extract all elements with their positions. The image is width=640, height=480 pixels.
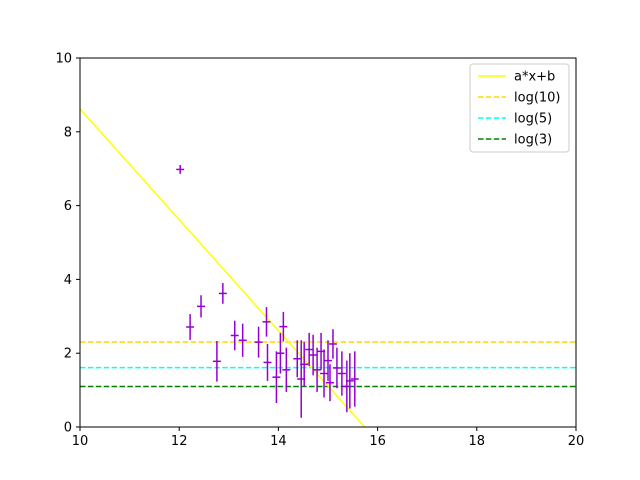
legend-label: log(3) (514, 133, 552, 148)
data-point (305, 332, 314, 367)
data-point (197, 295, 205, 318)
data-point (279, 311, 288, 342)
data-point (345, 353, 354, 409)
x-tick-label: 18 (469, 434, 486, 449)
data-point (262, 307, 271, 337)
data-point (337, 351, 346, 396)
legend-label: log(5) (514, 112, 552, 127)
data-point (263, 343, 272, 381)
axes: 10 12 14 16 18 20 0 2 4 6 8 10 (55, 52, 584, 450)
data-point (230, 320, 239, 351)
plot-area (80, 108, 576, 427)
y-tick-label: 10 (55, 52, 72, 67)
data-point (218, 283, 227, 304)
data-point (176, 165, 185, 174)
x-tick-label: 20 (568, 434, 585, 449)
data-point (309, 334, 318, 376)
y-tick-label: 8 (64, 125, 72, 140)
data-point (320, 349, 328, 398)
y-tick-label: 2 (64, 347, 72, 362)
x-tick-label: 14 (270, 434, 287, 449)
legend-label: log(10) (514, 91, 561, 106)
data-point (254, 326, 263, 358)
legend-label: a*x+b (514, 70, 555, 85)
data-point (350, 351, 359, 407)
data-point (238, 323, 247, 357)
data-point (276, 332, 285, 374)
axes-frame (79, 57, 577, 428)
data-point (272, 351, 281, 404)
legend: a*x+b log(10) log(5) log(3) (469, 63, 570, 153)
data-point (212, 341, 221, 382)
legend-box (469, 63, 570, 153)
x-tick-label: 16 (369, 434, 386, 449)
data-point (293, 340, 302, 378)
data-point (300, 342, 309, 387)
data-point (324, 340, 332, 381)
x-tick-label: 12 (171, 434, 188, 449)
data-point (313, 347, 322, 392)
data-point (328, 329, 337, 359)
x-tick-label: 10 (72, 434, 89, 449)
data-point (332, 347, 341, 389)
data-point (326, 364, 334, 402)
y-tick-label: 4 (64, 273, 72, 288)
data-point (282, 347, 291, 392)
y-tick-label: 0 (64, 421, 72, 436)
data-point (186, 314, 195, 340)
y-tick-label: 6 (64, 199, 72, 214)
